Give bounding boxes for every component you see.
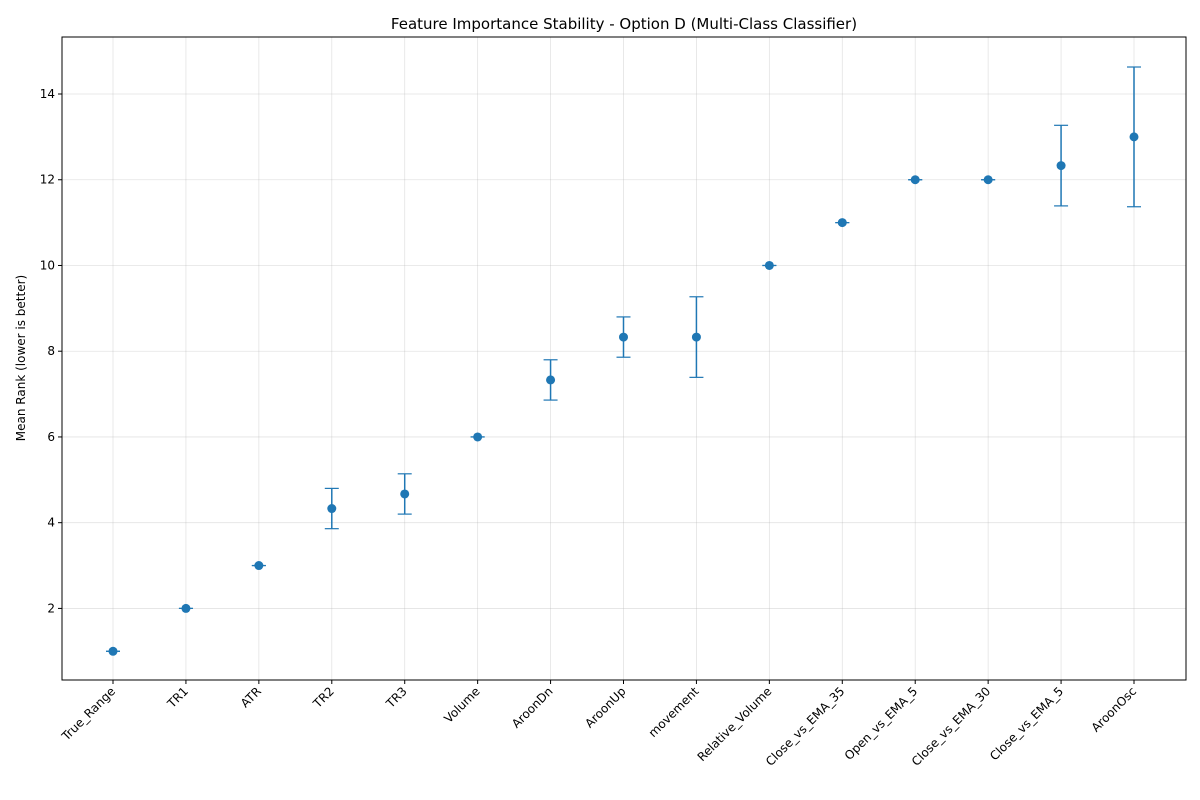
chart-title: Feature Importance Stability - Option D …: [391, 15, 857, 33]
data-point: [910, 175, 920, 185]
data-point: [983, 175, 993, 185]
grid: [62, 37, 1186, 680]
y-tick-label: 10: [40, 258, 55, 272]
y-tick-label: 6: [47, 430, 55, 444]
data-point: [473, 432, 483, 442]
data-points: [108, 132, 1139, 656]
y-tick-label: 14: [40, 87, 55, 101]
y-axis-label: Mean Rank (lower is better): [14, 275, 28, 441]
y-tick-label: 12: [40, 173, 55, 187]
data-point: [181, 603, 191, 613]
data-point: [1129, 132, 1139, 142]
data-point: [327, 504, 337, 514]
data-point: [619, 332, 628, 342]
data-point: [1056, 161, 1066, 171]
y-axis-ticks: 2 4 6 8 10 12 14: [40, 87, 62, 615]
y-tick-label: 4: [47, 516, 55, 530]
y-tick-label: 2: [47, 601, 55, 615]
data-point: [400, 489, 410, 499]
data-point: [546, 375, 556, 385]
data-point: [108, 646, 118, 656]
data-point: [764, 260, 774, 270]
y-tick-label: 8: [47, 344, 55, 358]
data-point: [837, 218, 847, 228]
data-point: [254, 561, 264, 571]
data-point: [691, 332, 701, 342]
